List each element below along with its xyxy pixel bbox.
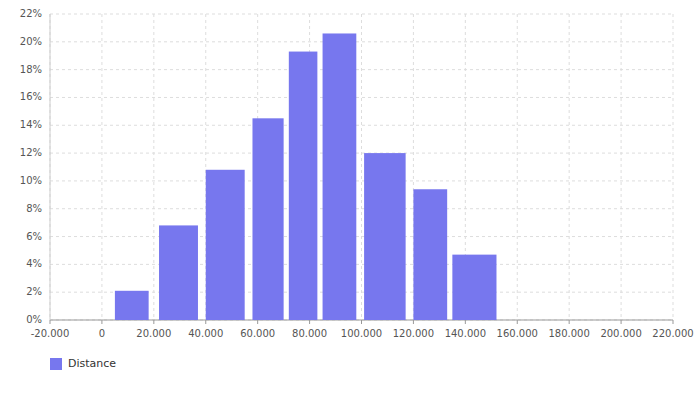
x-tick-mark	[361, 320, 362, 324]
bar	[252, 118, 283, 320]
x-tick-label: 20.000	[136, 328, 171, 339]
y-tick-label: 4%	[26, 258, 42, 269]
y-grid-line	[50, 41, 673, 42]
legend-label: Distance	[68, 357, 116, 370]
x-tick-mark	[673, 320, 674, 324]
y-grid-line	[50, 97, 673, 98]
bar	[159, 225, 198, 320]
x-tick-mark	[205, 320, 206, 324]
x-tick-label: 120.000	[393, 328, 434, 339]
x-grid-line	[101, 14, 102, 320]
y-grid-line	[50, 180, 673, 181]
x-tick-label: 160.000	[497, 328, 538, 339]
x-tick-mark	[153, 320, 154, 324]
y-axis-line	[50, 14, 51, 320]
x-tick-mark	[309, 320, 310, 324]
bar	[323, 33, 357, 320]
y-tick-label: 2%	[26, 286, 42, 297]
x-tick-mark	[50, 320, 51, 324]
x-tick-label: 40.000	[188, 328, 223, 339]
x-tick-label: 60.000	[240, 328, 275, 339]
bar	[115, 291, 149, 320]
bar	[289, 52, 318, 320]
x-tick-mark	[413, 320, 414, 324]
x-grid-line	[569, 14, 570, 320]
y-tick-label: 8%	[26, 203, 42, 214]
x-grid-line	[361, 14, 362, 320]
bar	[206, 170, 245, 320]
y-tick-label: 10%	[20, 175, 42, 186]
x-grid-line	[517, 14, 518, 320]
x-tick-label: -20.000	[31, 328, 70, 339]
legend: Distance	[50, 357, 116, 370]
x-tick-mark	[465, 320, 466, 324]
x-tick-mark	[101, 320, 102, 324]
y-tick-label: 0%	[26, 314, 42, 325]
x-tick-label: 100.000	[341, 328, 382, 339]
y-tick-label: 22%	[20, 8, 42, 19]
y-tick-label: 6%	[26, 231, 42, 242]
x-tick-label: 180.000	[548, 328, 589, 339]
y-tick-label: 14%	[20, 119, 42, 130]
y-tick-label: 20%	[20, 36, 42, 47]
bar	[364, 153, 406, 320]
y-tick-label: 18%	[20, 64, 42, 75]
x-tick-mark	[569, 320, 570, 324]
y-tick-label: 12%	[20, 147, 42, 158]
x-tick-mark	[621, 320, 622, 324]
x-tick-label: 200.000	[600, 328, 641, 339]
bar	[452, 255, 496, 320]
x-tick-mark	[257, 320, 258, 324]
x-tick-label: 140.000	[445, 328, 486, 339]
x-tick-label: 80.000	[292, 328, 327, 339]
y-grid-line	[50, 264, 673, 265]
grid	[50, 14, 673, 320]
chart: 0% 2% 4% 6% 8% 10% 12% 14% 16% 18% 20% 22% -20.000 0 2…	[0, 0, 698, 394]
x-tick-label: 0	[99, 328, 105, 339]
x-grid-line	[50, 14, 51, 320]
x-grid-line	[673, 14, 674, 320]
bar	[413, 189, 447, 320]
x-tick-label: 220.000	[652, 328, 693, 339]
x-grid-line	[621, 14, 622, 320]
y-tick-label: 16%	[20, 91, 42, 102]
x-tick-mark	[517, 320, 518, 324]
legend-swatch	[50, 358, 62, 370]
x-grid-line	[153, 14, 154, 320]
bars	[115, 33, 497, 320]
axes: 0% 2% 4% 6% 8% 10% 12% 14% 16% 18% 20% 22% -20.000 0 2…	[20, 8, 694, 339]
